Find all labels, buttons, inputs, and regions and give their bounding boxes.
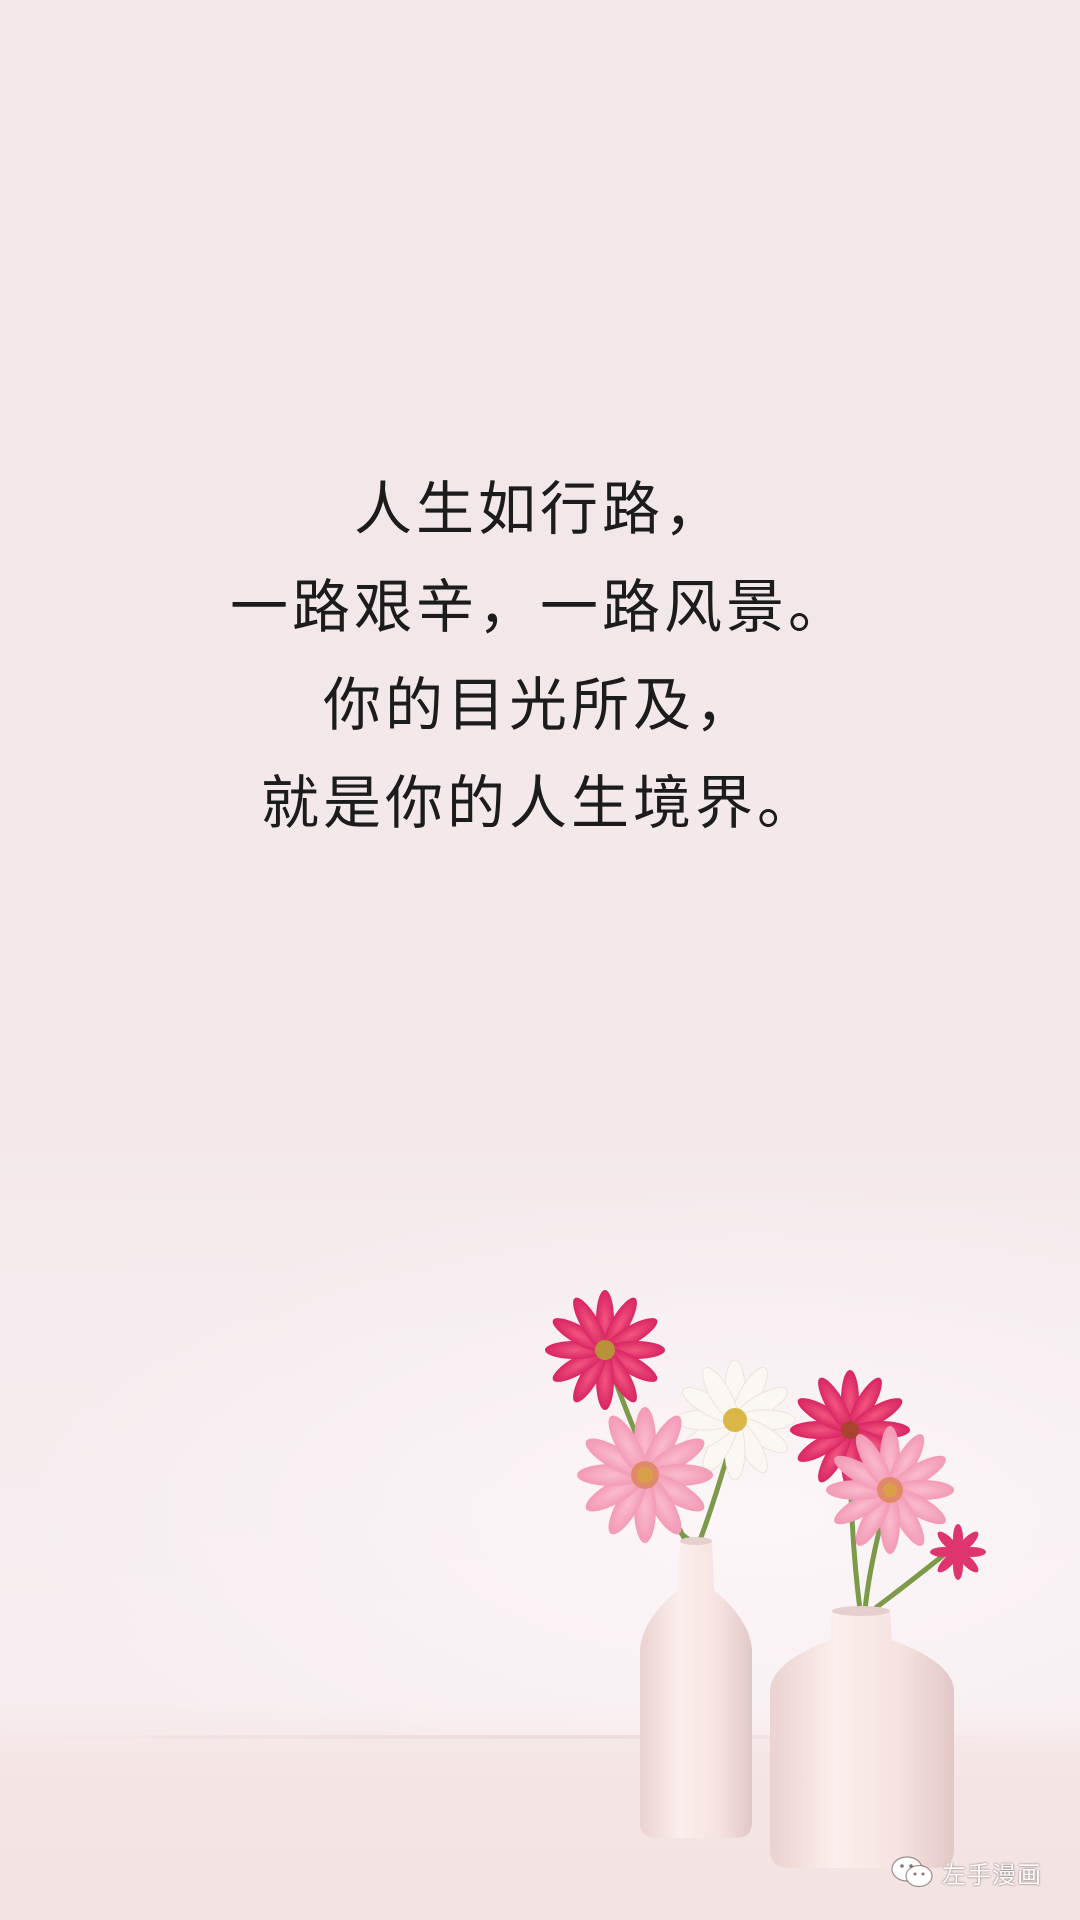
white-flower xyxy=(674,1359,796,1481)
pink-flower-1 xyxy=(577,1407,713,1543)
magenta-flower-3 xyxy=(930,1524,986,1580)
tall-vase xyxy=(640,1537,752,1838)
quote-line-1: 人生如行路， xyxy=(353,475,726,543)
quote-line-2: 一路艰辛，一路风景。 xyxy=(229,573,850,641)
pink-flower-2 xyxy=(826,1426,954,1554)
watermark: 左手漫画 xyxy=(890,1852,1042,1892)
table-edge xyxy=(0,1735,1080,1739)
wechat-icon xyxy=(891,1856,933,1888)
quote-text-block: 人生如行路， 一路艰辛，一路风景。 你的目光所及， 就是你的人生境界。 xyxy=(0,460,1080,852)
flower-vase-illustration xyxy=(545,1290,986,1868)
short-vase xyxy=(770,1606,954,1868)
magenta-flower-1 xyxy=(545,1290,665,1410)
quote-line-3: 你的目光所及， xyxy=(322,671,757,739)
quote-line-4: 就是你的人生境界。 xyxy=(260,769,819,837)
watermark-text: 左手漫画 xyxy=(942,1860,1042,1889)
